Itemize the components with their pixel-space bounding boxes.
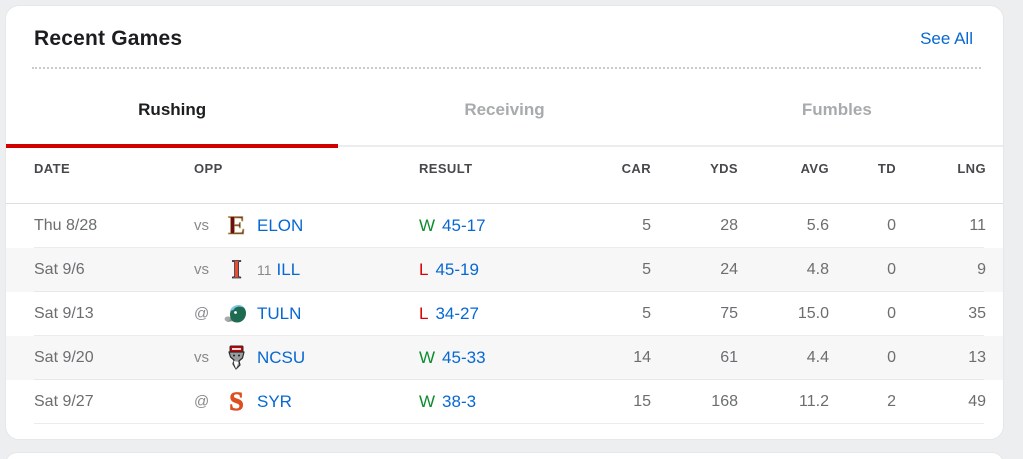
date-cell: Sat 9/6 (34, 260, 85, 278)
date-cell: Sat 9/20 (34, 348, 94, 366)
table-row: Sat 9/27 @ S SYR W 38-3 15 168 11.2 2 49 (6, 380, 1003, 424)
stat-lng-cell: 49 (968, 392, 986, 410)
stat-yds-cell: 28 (720, 216, 738, 234)
team-logo-icon[interactable] (223, 344, 250, 371)
team-logo-icon[interactable] (223, 300, 250, 327)
stat-avg-cell: 4.8 (806, 260, 829, 278)
stat-car-cell: 14 (633, 348, 651, 366)
stat-car-cell: 5 (642, 304, 651, 322)
opponent-cell: @ TULN (194, 300, 419, 327)
date-cell: Sat 9/13 (34, 304, 94, 322)
win-loss-indicator: W (419, 391, 436, 411)
result-cell: W 45-33 (419, 348, 561, 368)
column-header-car: CAR (621, 161, 651, 176)
stat-td-cell: 2 (887, 392, 896, 410)
stat-lng-cell: 13 (968, 348, 986, 366)
win-loss-indicator: W (419, 215, 436, 235)
stat-avg-cell: 4.4 (806, 348, 829, 366)
stat-avg-cell: 15.0 (797, 304, 829, 322)
table-body: Thu 8/28 vs E ELON W 45-17 5 28 5.6 0 11… (6, 204, 1003, 424)
result-cell: L 45-19 (419, 260, 561, 280)
column-header-opp: OPP (194, 161, 223, 176)
column-header-date: DATE (34, 161, 71, 176)
table-row: Thu 8/28 vs E ELON W 45-17 5 28 5.6 0 11 (6, 204, 1003, 248)
stat-avg-cell: 11.2 (799, 392, 829, 410)
team-logo-icon[interactable]: E (223, 211, 250, 240)
tab-fumbles[interactable]: Fumbles (671, 69, 1003, 145)
home-away-indicator: @ (194, 305, 210, 322)
tab-rushing[interactable]: Rushing (6, 69, 339, 148)
stat-yds-cell: 61 (720, 348, 738, 366)
column-header-lng: LNG (957, 161, 986, 176)
stat-lng-cell: 35 (968, 304, 986, 322)
recent-games-card: Recent Games See All Rushing Receiving Fum… (5, 5, 1004, 440)
stat-td-cell: 0 (887, 216, 896, 234)
team-link[interactable]: SYR (257, 391, 292, 411)
result-cell: W 45-17 (419, 216, 561, 236)
column-header-yds: YDS (710, 161, 738, 176)
dotted-divider (32, 67, 981, 69)
team-link[interactable]: ELON (257, 215, 304, 235)
column-header-result: RESULT (419, 161, 473, 176)
date-cell: Sat 9/27 (34, 392, 94, 410)
stat-lng-cell: 11 (969, 216, 986, 234)
opponent-cell: vs I 11 ILL (194, 255, 419, 284)
win-loss-indicator: L (419, 259, 429, 279)
result-cell: W 38-3 (419, 392, 561, 412)
stat-td-cell: 0 (887, 348, 896, 366)
see-all-link[interactable]: See All (920, 29, 973, 48)
syr-letter-logo: S (229, 387, 244, 416)
stat-yds-cell: 75 (720, 304, 738, 322)
next-card-top-edge (5, 452, 1004, 459)
score-link[interactable]: 45-19 (435, 259, 479, 279)
team-link[interactable]: ILL (276, 259, 301, 279)
team-rank: 11 (257, 261, 272, 278)
stat-car-cell: 15 (633, 392, 651, 410)
stat-td-cell: 0 (887, 260, 896, 278)
stat-car-cell: 5 (642, 216, 651, 234)
home-away-indicator: vs (194, 217, 209, 234)
tab-label: Rushing (138, 100, 207, 119)
team-link[interactable]: TULN (257, 303, 302, 323)
tulane-green-wave-logo (224, 305, 246, 323)
elon-letter-logo: E (227, 211, 246, 240)
tab-label: Fumbles (801, 100, 872, 119)
tab-bar: Rushing Receiving Fumbles (6, 69, 1003, 148)
stat-yds-cell: 24 (720, 260, 738, 278)
team-link[interactable]: NCSU (257, 347, 306, 367)
score-link[interactable]: 34-27 (435, 303, 479, 323)
home-away-indicator: vs (194, 349, 209, 366)
ncsu-wolf-logo (228, 345, 245, 370)
table-header-row: DATE OPP RESULT CAR YDS AVG TD LNG (6, 147, 1003, 204)
opponent-cell: vs NCSU (194, 344, 419, 371)
score-link[interactable]: 38-3 (442, 391, 477, 411)
stat-yds-cell: 168 (711, 392, 738, 410)
home-away-indicator: vs (194, 261, 209, 278)
date-cell: Thu 8/28 (34, 216, 98, 234)
stat-avg-cell: 5.6 (806, 216, 829, 234)
column-header-td: TD (877, 161, 896, 176)
table-row: Sat 9/20 vs NCSU W 45-33 14 61 4.4 0 13 (6, 336, 1003, 380)
tab-label: Receiving (464, 100, 545, 119)
score-link[interactable]: 45-33 (442, 347, 486, 367)
table-row: Sat 9/6 vs I 11 ILL L 45-19 5 24 4.8 0 9 (6, 248, 1003, 292)
team-logo-icon[interactable]: S (223, 387, 250, 416)
score-link[interactable]: 45-17 (442, 215, 486, 235)
column-header-avg: AVG (800, 161, 829, 176)
team-logo-icon[interactable]: I (223, 255, 250, 284)
result-cell: L 34-27 (419, 304, 561, 324)
home-away-indicator: @ (194, 393, 210, 410)
stat-car-cell: 5 (642, 260, 651, 278)
ill-letter-logo: I (231, 255, 242, 284)
table-row: Sat 9/13 @ TULN L 34-27 5 75 15.0 0 35 (6, 292, 1003, 336)
stat-lng-cell: 9 (977, 260, 986, 278)
win-loss-indicator: W (419, 347, 436, 367)
stat-td-cell: 0 (887, 304, 896, 322)
card-header: Recent Games See All (6, 6, 1003, 51)
tab-receiving[interactable]: Receiving (338, 69, 670, 145)
page-title: Recent Games (34, 27, 183, 50)
win-loss-indicator: L (419, 303, 429, 323)
opponent-cell: @ S SYR (194, 387, 419, 416)
opponent-cell: vs E ELON (194, 211, 419, 240)
